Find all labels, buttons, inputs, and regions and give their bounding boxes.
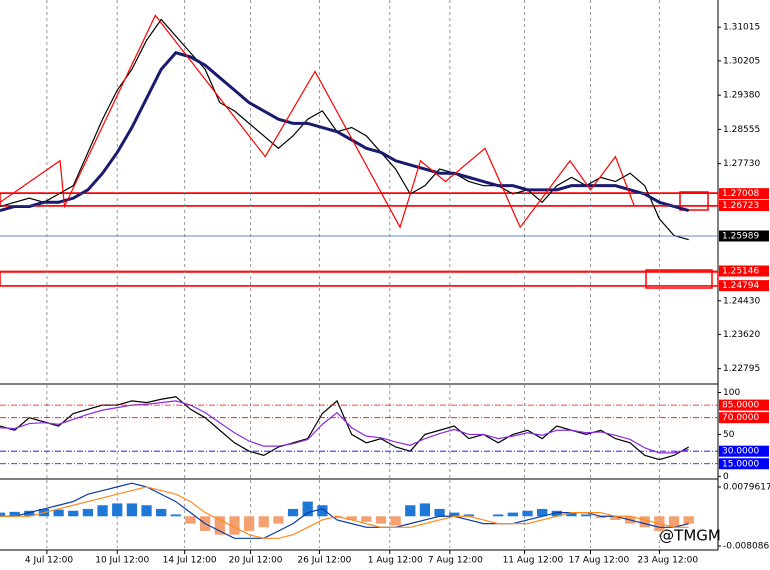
histogram-bar bbox=[287, 508, 299, 517]
histogram-bar bbox=[156, 508, 167, 517]
level-label: 1.25989 bbox=[722, 231, 759, 241]
level-label-box bbox=[719, 199, 769, 211]
histogram-bar bbox=[273, 516, 284, 524]
x-tick-label: 10 Jul 12:00 bbox=[95, 556, 149, 566]
x-tick-label: 1 Aug 12:00 bbox=[368, 556, 423, 566]
histogram-bar bbox=[610, 516, 621, 520]
y-tick-label: -0.0080865 bbox=[723, 542, 770, 552]
level-label: 85.0000 bbox=[722, 401, 759, 411]
histogram-bar bbox=[0, 512, 6, 517]
histogram-bar bbox=[434, 508, 445, 517]
x-tick-label: 4 Jul 12:00 bbox=[25, 556, 74, 566]
histogram-bar bbox=[141, 505, 152, 517]
y-tick-label: 1.30205 bbox=[723, 56, 760, 66]
level-label-box bbox=[719, 188, 769, 200]
histogram-bar bbox=[683, 516, 694, 524]
histogram-bar bbox=[595, 516, 606, 519]
level-label-box bbox=[719, 445, 769, 457]
level-label: 70.0000 bbox=[722, 413, 759, 423]
histogram-bar bbox=[463, 514, 475, 517]
y-tick-label: 1.24430 bbox=[723, 296, 760, 306]
zone-box bbox=[679, 191, 709, 211]
level-label: 1.25146 bbox=[722, 267, 759, 277]
level-label: 1.24794 bbox=[722, 281, 759, 291]
series-line bbox=[0, 18, 689, 241]
histogram-bar bbox=[493, 514, 504, 517]
histogram-bar bbox=[214, 516, 225, 535]
level-label-box bbox=[719, 399, 769, 411]
histogram-bar bbox=[185, 516, 196, 524]
histogram-bar bbox=[126, 503, 138, 517]
histogram-bar bbox=[566, 512, 577, 517]
histogram-bar bbox=[97, 505, 108, 517]
histogram-bar bbox=[551, 510, 562, 517]
histogram-bar bbox=[639, 516, 650, 528]
histogram-bar bbox=[82, 508, 94, 517]
y-tick-label: 1.31015 bbox=[723, 23, 760, 33]
histogram-bar bbox=[229, 516, 240, 535]
histogram-bar bbox=[258, 516, 269, 528]
histogram-bar bbox=[346, 516, 357, 520]
y-tick-label: 100 bbox=[723, 388, 740, 398]
zone bbox=[0, 192, 719, 207]
histogram-bar bbox=[68, 510, 79, 517]
histogram-bar bbox=[317, 505, 328, 517]
y-tick-label: 0.0079617 bbox=[723, 483, 770, 493]
histogram-bar bbox=[9, 511, 20, 517]
y-tick-label: 1.29380 bbox=[723, 91, 760, 101]
histogram-bar bbox=[24, 510, 35, 517]
x-tick-label: 14 Jul 12:00 bbox=[163, 556, 217, 566]
histogram-bar bbox=[390, 516, 401, 526]
histogram-bar bbox=[302, 501, 313, 517]
level-label-box bbox=[719, 265, 769, 277]
histogram-bar bbox=[580, 514, 592, 517]
zone-box bbox=[645, 269, 713, 289]
x-tick-label: 11 Aug 12:00 bbox=[503, 556, 564, 566]
level-label: 1.26723 bbox=[722, 201, 759, 211]
y-tick-label: 1.27730 bbox=[723, 159, 760, 169]
histogram-bar bbox=[537, 508, 548, 517]
series-line bbox=[0, 51, 690, 213]
y-tick-label: 1.23620 bbox=[723, 330, 760, 340]
histogram-bar bbox=[522, 510, 533, 517]
level-label-box bbox=[719, 230, 769, 242]
histogram-bar bbox=[419, 503, 431, 517]
series-line bbox=[0, 486, 689, 539]
x-tick-label: 17 Aug 12:00 bbox=[569, 556, 630, 566]
histogram-bar bbox=[170, 514, 181, 517]
histogram-bar bbox=[449, 512, 460, 517]
level-label-box bbox=[719, 412, 769, 424]
histogram-bar bbox=[507, 512, 518, 517]
x-tick-label: 23 Aug 12:00 bbox=[637, 556, 698, 566]
histogram-bar bbox=[243, 516, 255, 531]
level-label: 15.0000 bbox=[722, 459, 759, 469]
y-tick-label: 0 bbox=[723, 472, 729, 482]
watermark: @TMGM bbox=[659, 527, 721, 545]
level-label-box bbox=[719, 280, 769, 292]
histogram-bar bbox=[53, 509, 64, 517]
x-tick-label: 26 Jul 12:00 bbox=[297, 556, 351, 566]
level-label-box bbox=[719, 458, 769, 470]
level-label: 30.0000 bbox=[722, 447, 759, 457]
y-tick-label: 1.28555 bbox=[723, 125, 760, 135]
histogram-bar bbox=[405, 505, 416, 517]
x-tick-label: 20 Jul 12:00 bbox=[229, 556, 283, 566]
histogram-bar bbox=[112, 503, 123, 517]
histogram-bar bbox=[375, 516, 387, 524]
histogram-bar bbox=[361, 516, 372, 522]
y-tick-label: 1.22795 bbox=[723, 364, 760, 374]
x-tick-label: 7 Aug 12:00 bbox=[428, 556, 483, 566]
series-line bbox=[0, 400, 689, 454]
y-tick-label: 50 bbox=[723, 430, 735, 440]
level-label: 1.27008 bbox=[722, 189, 759, 199]
histogram-bar bbox=[668, 516, 680, 528]
histogram-bar bbox=[331, 516, 343, 519]
series-line bbox=[0, 14, 636, 229]
